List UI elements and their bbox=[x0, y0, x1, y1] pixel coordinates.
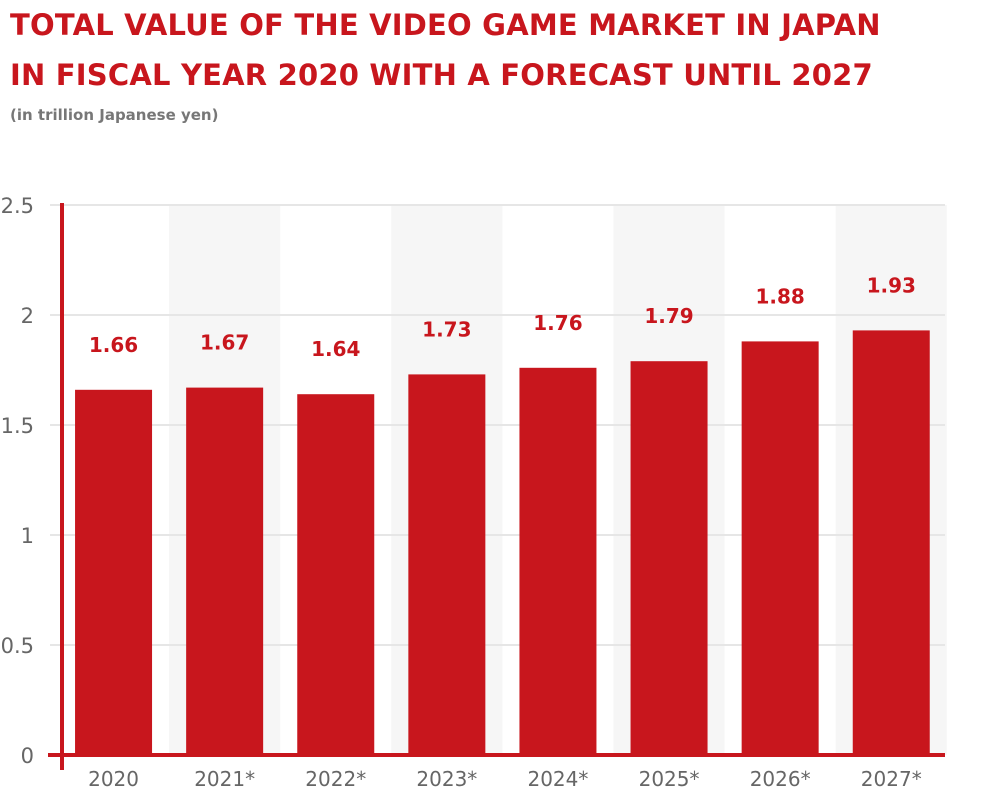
x-tick-label: 2023* bbox=[416, 767, 477, 791]
x-tick-label: 2027* bbox=[861, 767, 922, 791]
bar bbox=[519, 367, 597, 755]
x-tick-label: 2022* bbox=[305, 767, 366, 791]
data-label: 1.64 bbox=[311, 337, 360, 361]
bar bbox=[297, 394, 375, 755]
y-tick-label: 2 bbox=[21, 304, 34, 328]
data-label: 1.76 bbox=[533, 311, 582, 335]
x-tick-label: 2020 bbox=[88, 767, 139, 791]
bar bbox=[186, 387, 264, 755]
data-label: 1.73 bbox=[422, 317, 471, 341]
data-label: 1.66 bbox=[89, 333, 138, 357]
bar bbox=[852, 330, 930, 755]
y-tick-label: 1 bbox=[21, 524, 34, 548]
y-tick-label: 1.5 bbox=[1, 414, 34, 438]
data-label: 1.93 bbox=[867, 273, 916, 297]
bar bbox=[630, 361, 708, 755]
chart-subtitle: (in trillion Japanese yen) bbox=[10, 106, 219, 124]
y-tick-label: 0 bbox=[21, 744, 34, 768]
x-tick-label: 2024* bbox=[527, 767, 588, 791]
bar bbox=[408, 374, 486, 755]
data-label: 1.67 bbox=[200, 331, 249, 355]
bar bbox=[741, 341, 819, 755]
x-tick-label: 2026* bbox=[750, 767, 811, 791]
chart-title-line-2: IN FISCAL YEAR 2020 WITH A FORECAST UNTI… bbox=[10, 58, 873, 92]
chart-title-line-1: TOTAL VALUE OF THE VIDEO GAME MARKET IN … bbox=[10, 8, 881, 42]
bar bbox=[75, 389, 153, 755]
x-tick-label: 2021* bbox=[194, 767, 255, 791]
data-label: 1.79 bbox=[644, 304, 693, 328]
data-label: 1.88 bbox=[755, 284, 804, 308]
x-tick-label: 2025* bbox=[639, 767, 700, 791]
y-tick-label: 0.5 bbox=[1, 634, 34, 658]
y-tick-label: 2.5 bbox=[1, 194, 34, 218]
